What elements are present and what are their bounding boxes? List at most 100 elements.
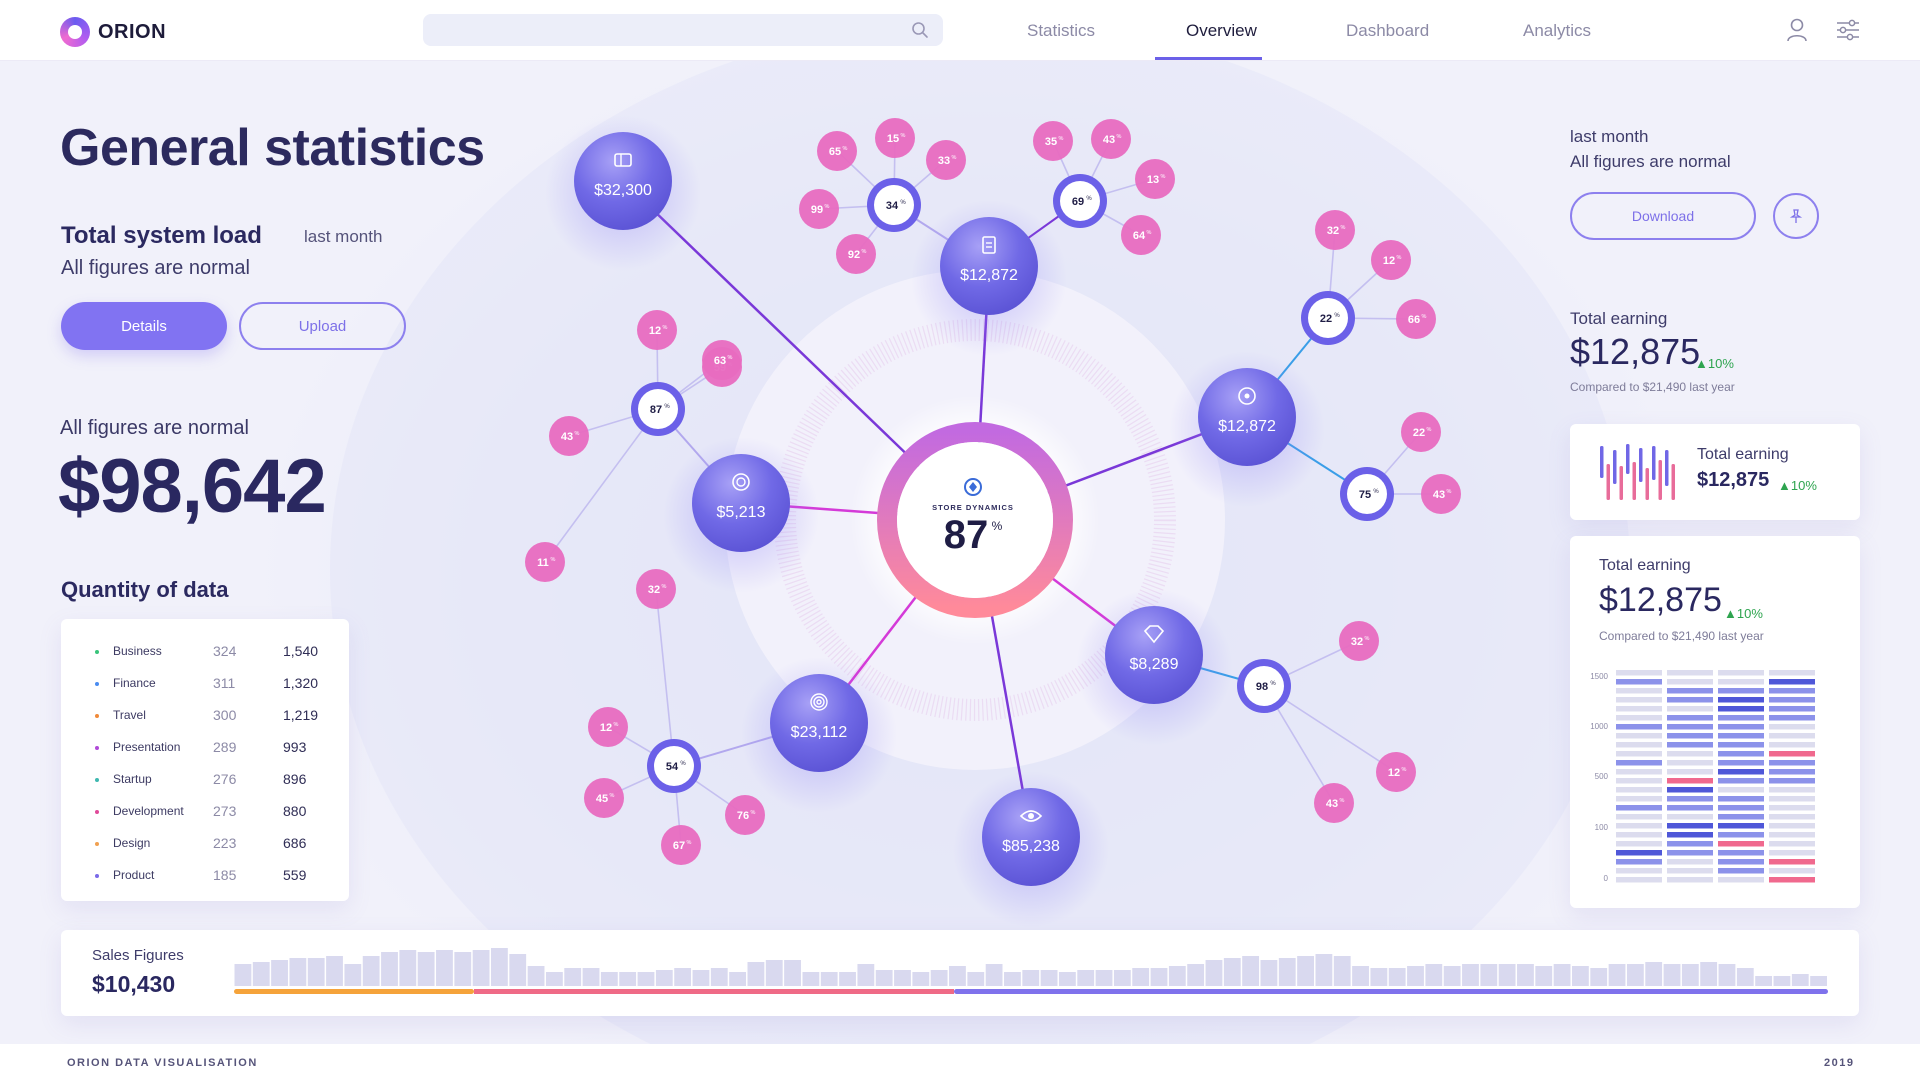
percent-node[interactable]: 32%: [1339, 621, 1379, 661]
percent-node[interactable]: 43%: [1314, 783, 1354, 823]
percent-value: 63: [714, 355, 726, 367]
percent-node[interactable]: 92%: [836, 234, 876, 274]
chart-axis-tick: 100: [1595, 823, 1609, 832]
percent-node[interactable]: 12%: [1376, 752, 1416, 792]
sales-bar: [1022, 970, 1040, 986]
sales-bar: [491, 948, 508, 986]
percent-node[interactable]: 66%: [1396, 299, 1436, 339]
ring-value: 75: [1359, 489, 1371, 501]
ring-node[interactable]: 75%: [1340, 467, 1394, 521]
percent-node[interactable]: 12%: [588, 707, 628, 747]
chart-cell: [1616, 751, 1662, 757]
chart-cell: [1616, 805, 1662, 811]
ring-node[interactable]: 54%: [647, 739, 701, 793]
sales-bar: [985, 964, 1003, 986]
ring-node[interactable]: 69%: [1053, 174, 1107, 228]
nav-overview[interactable]: Overview: [1186, 21, 1257, 40]
percent-unit: %: [1447, 489, 1452, 495]
percent-node[interactable]: 45%: [584, 778, 624, 818]
category-total: 880: [283, 803, 307, 819]
chart-cell: [1769, 742, 1815, 748]
sales-bar: [1443, 966, 1461, 986]
settings-sliders-icon[interactable]: [1836, 19, 1860, 41]
sales-bar: [1297, 956, 1314, 986]
search-icon[interactable]: [911, 21, 929, 39]
logo[interactable]: ORION: [60, 17, 166, 47]
sales-bar: [1425, 964, 1443, 986]
ring-node[interactable]: 34%: [867, 178, 921, 232]
nav-statistics[interactable]: Statistics: [1027, 21, 1096, 40]
category-dot: [95, 874, 99, 878]
percent-node[interactable]: 63%: [702, 340, 742, 380]
percent-node[interactable]: 65%: [817, 131, 857, 171]
hub-node[interactable]: $85,238: [953, 771, 1109, 927]
sales-bar: [1333, 956, 1351, 986]
hub-value: $8,289: [1130, 656, 1179, 673]
percent-value: 99: [811, 204, 823, 216]
user-icon[interactable]: [1786, 18, 1808, 42]
nav-analytics[interactable]: Analytics: [1523, 21, 1592, 40]
category-dot: [95, 778, 99, 782]
upload-button[interactable]: Upload: [239, 302, 406, 350]
sales-bar: [600, 972, 618, 986]
sales-bar: [545, 972, 563, 986]
percent-node[interactable]: 43%: [1091, 119, 1131, 159]
chart-axis-tick: 500: [1595, 772, 1609, 781]
percent-node[interactable]: 67%: [661, 825, 701, 865]
percent-node[interactable]: 99%: [799, 189, 839, 229]
ring-node[interactable]: 87%: [631, 382, 685, 436]
percent-node[interactable]: 32%: [1315, 210, 1355, 250]
ring-node[interactable]: 22%: [1301, 291, 1355, 345]
percent-node[interactable]: 35%: [1033, 121, 1073, 161]
ring-value: 98: [1256, 681, 1268, 693]
chart-cell: [1718, 769, 1764, 775]
percent-node[interactable]: 33%: [926, 140, 966, 180]
hub-node[interactable]: $32,300: [545, 115, 701, 271]
chart-cell: [1667, 823, 1713, 829]
percent-node[interactable]: 12%: [1371, 240, 1411, 280]
hub-value: $23,112: [791, 724, 848, 741]
percent-node[interactable]: 76%: [725, 795, 765, 835]
download-button[interactable]: Download: [1570, 192, 1756, 240]
sales-bar: [436, 950, 453, 986]
quantity-row: Product 185 559: [61, 867, 349, 890]
category-dot: [95, 714, 99, 718]
chart-cell: [1667, 787, 1713, 793]
mini-bar-chart: [1600, 444, 1675, 500]
nav-dashboard[interactable]: Dashboard: [1346, 21, 1430, 40]
hub-node[interactable]: $5,213: [663, 437, 819, 593]
hub-node[interactable]: $23,112: [741, 657, 897, 813]
chart-cell: [1667, 841, 1713, 847]
percent-node[interactable]: 64%: [1121, 215, 1161, 255]
percent-unit: %: [1340, 798, 1345, 804]
sales-bar: [875, 970, 893, 986]
percent-node[interactable]: 32%: [636, 569, 676, 609]
chart-cell: [1718, 859, 1764, 865]
chart-cell: [1667, 760, 1713, 766]
percent-node[interactable]: 15%: [875, 118, 915, 158]
percent-node[interactable]: 11%: [525, 542, 565, 582]
details-button[interactable]: Details: [61, 302, 227, 350]
hub-node[interactable]: $8,289: [1076, 589, 1232, 745]
sales-progress-segment: [234, 989, 474, 994]
sales-bar: [912, 972, 930, 986]
percent-node[interactable]: 43%: [549, 416, 589, 456]
pin-button[interactable]: [1773, 193, 1819, 239]
ring-node[interactable]: 98%: [1237, 659, 1291, 713]
chart-cell: [1718, 688, 1764, 694]
hub-value: $32,300: [594, 182, 652, 199]
chart-cell: [1667, 688, 1713, 694]
percent-node[interactable]: 43%: [1421, 474, 1461, 514]
hub-node[interactable]: $12,872: [911, 200, 1067, 356]
hub-node[interactable]: $12,872: [1169, 351, 1325, 507]
category-count: 273: [213, 803, 237, 819]
percent-node[interactable]: 13%: [1135, 159, 1175, 199]
ring-value: 69: [1072, 196, 1084, 208]
percent-node[interactable]: 22%: [1401, 412, 1441, 452]
quantity-row: Development 273 880: [61, 803, 349, 826]
chart-cell: [1667, 850, 1713, 856]
sales-bar: [1718, 964, 1736, 986]
percent-node[interactable]: 12%: [637, 310, 677, 350]
search-input[interactable]: [423, 14, 943, 46]
